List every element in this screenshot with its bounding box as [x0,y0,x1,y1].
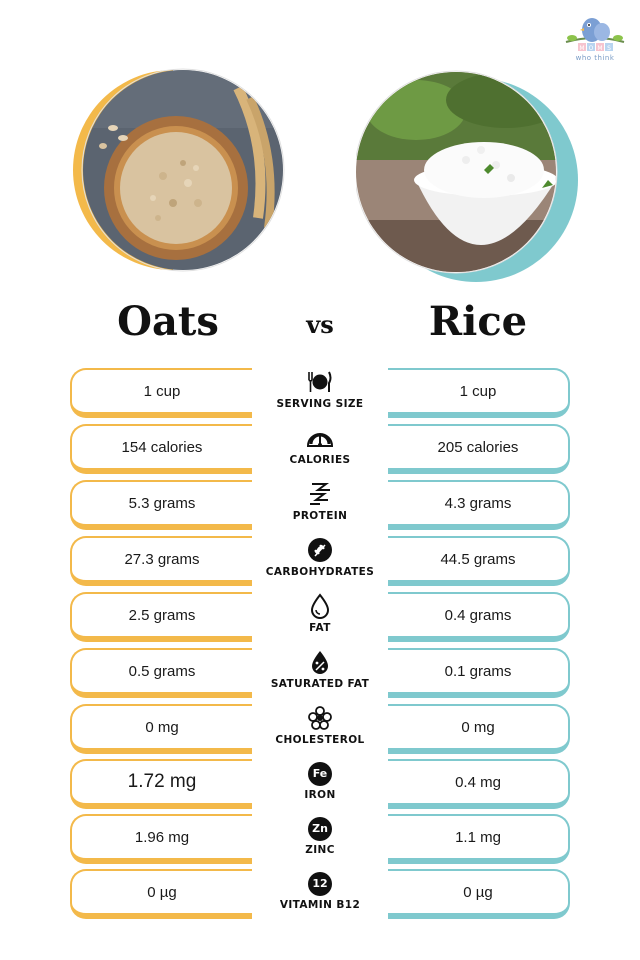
iron-badge-icon: Fe [308,762,332,786]
rice-title: Rice [428,298,528,345]
rice-value: 4.3 grams [388,480,570,530]
oats-value: 27.3 grams [70,536,252,586]
oats-photo [58,68,288,278]
gauge-icon [306,433,334,447]
nutrient-header: CALORIES [250,424,390,474]
rice-value: 1.1 mg [388,814,570,864]
rice-value: 0.4 grams [388,592,570,642]
nutrient-label: PROTEIN [292,510,348,522]
oats-value: 1.72 mg [70,759,252,809]
zinc-badge-icon: Zn [308,817,332,841]
nutrient-header: Zn ZINC [250,814,390,864]
oats-value: 1.96 mg [70,814,252,864]
oats-value: 5.3 grams [70,480,252,530]
nutrient-header: CARBOHYDRATES [250,536,390,586]
rice-photo [354,70,582,286]
vs-label: vs [306,310,334,339]
nutrient-label: SERVING SIZE [276,398,364,410]
nutrient-header: SATURATED FAT [250,648,390,698]
oats-value: 0 µg [70,869,252,919]
logo-letter: M [597,45,602,52]
nutrient-label: CALORIES [289,454,351,466]
logo-letter: S [607,45,611,52]
row-cholesterol: 0 mg CHOLESTEROL 0 mg [0,704,640,754]
row-iron: 1.72 mg Fe IRON 0.4 mg [0,759,640,809]
nutrient-label: VITAMIN B12 [279,899,361,911]
moms-who-think-logo: M O M S who think [562,12,628,74]
row-protein: 5.3 grams PROTEIN 4.3 grams [0,480,640,530]
molecule-icon [308,706,332,730]
rice-value: 44.5 grams [388,536,570,586]
wheat-icon [308,538,332,562]
drop-icon [310,593,330,619]
nutrient-label: FAT [309,622,331,634]
row-vitamin-b12: 0 µg 12 VITAMIN B12 0 µg [0,869,640,919]
oats-value: 0.5 grams [70,648,252,698]
rice-value: 0.4 mg [388,759,570,809]
rice-value: 0 µg [388,869,570,919]
nutrient-header: SERVING SIZE [250,368,390,418]
rice-value: 0 mg [388,704,570,754]
row-carbohydrates: 27.3 grams CARBOHYDRATES 44.5 grams [0,536,640,586]
bird-logo-icon: M O M S [565,18,625,52]
protein-strand-icon [310,483,330,505]
nutrient-header: Fe IRON [250,759,390,809]
oats-value: 0 mg [70,704,252,754]
logo-letter: O [589,45,594,52]
cutlery-plate-icon [308,371,332,392]
oats-value: 2.5 grams [70,592,252,642]
logo-tagline: who think [575,54,615,62]
nutrient-label: CARBOHYDRATES [265,566,375,578]
row-saturated-fat: 0.5 grams SATURATED FAT 0.1 grams [0,648,640,698]
row-fat: 2.5 grams FAT 0.4 grams [0,592,640,642]
logo-letter: M [579,45,584,52]
rice-value: 1 cup [388,368,570,418]
oats-title: Oats [117,298,219,345]
nutrient-header: PROTEIN [250,480,390,530]
row-serving-size: 1 cup SERVING SIZE 1 cup [0,368,640,418]
nutrient-header: FAT [250,592,390,642]
nutrient-label: IRON [304,789,336,801]
oats-value: 154 calories [70,424,252,474]
rice-value: 205 calories [388,424,570,474]
percent-drop-icon [312,651,328,674]
nutrient-label: CHOLESTEROL [275,734,365,746]
rice-value: 0.1 grams [388,648,570,698]
oats-value: 1 cup [70,368,252,418]
nutrient-label: ZINC [305,844,335,856]
nutrient-header: 12 VITAMIN B12 [250,869,390,919]
row-calories: 154 calories CALORIES 205 calories [0,424,640,474]
nutrient-label: SATURATED FAT [270,678,370,690]
vitamin-b12-badge-icon: 12 [308,872,332,896]
nutrient-header: CHOLESTEROL [250,704,390,754]
row-zinc: 1.96 mg Zn ZINC 1.1 mg [0,814,640,864]
